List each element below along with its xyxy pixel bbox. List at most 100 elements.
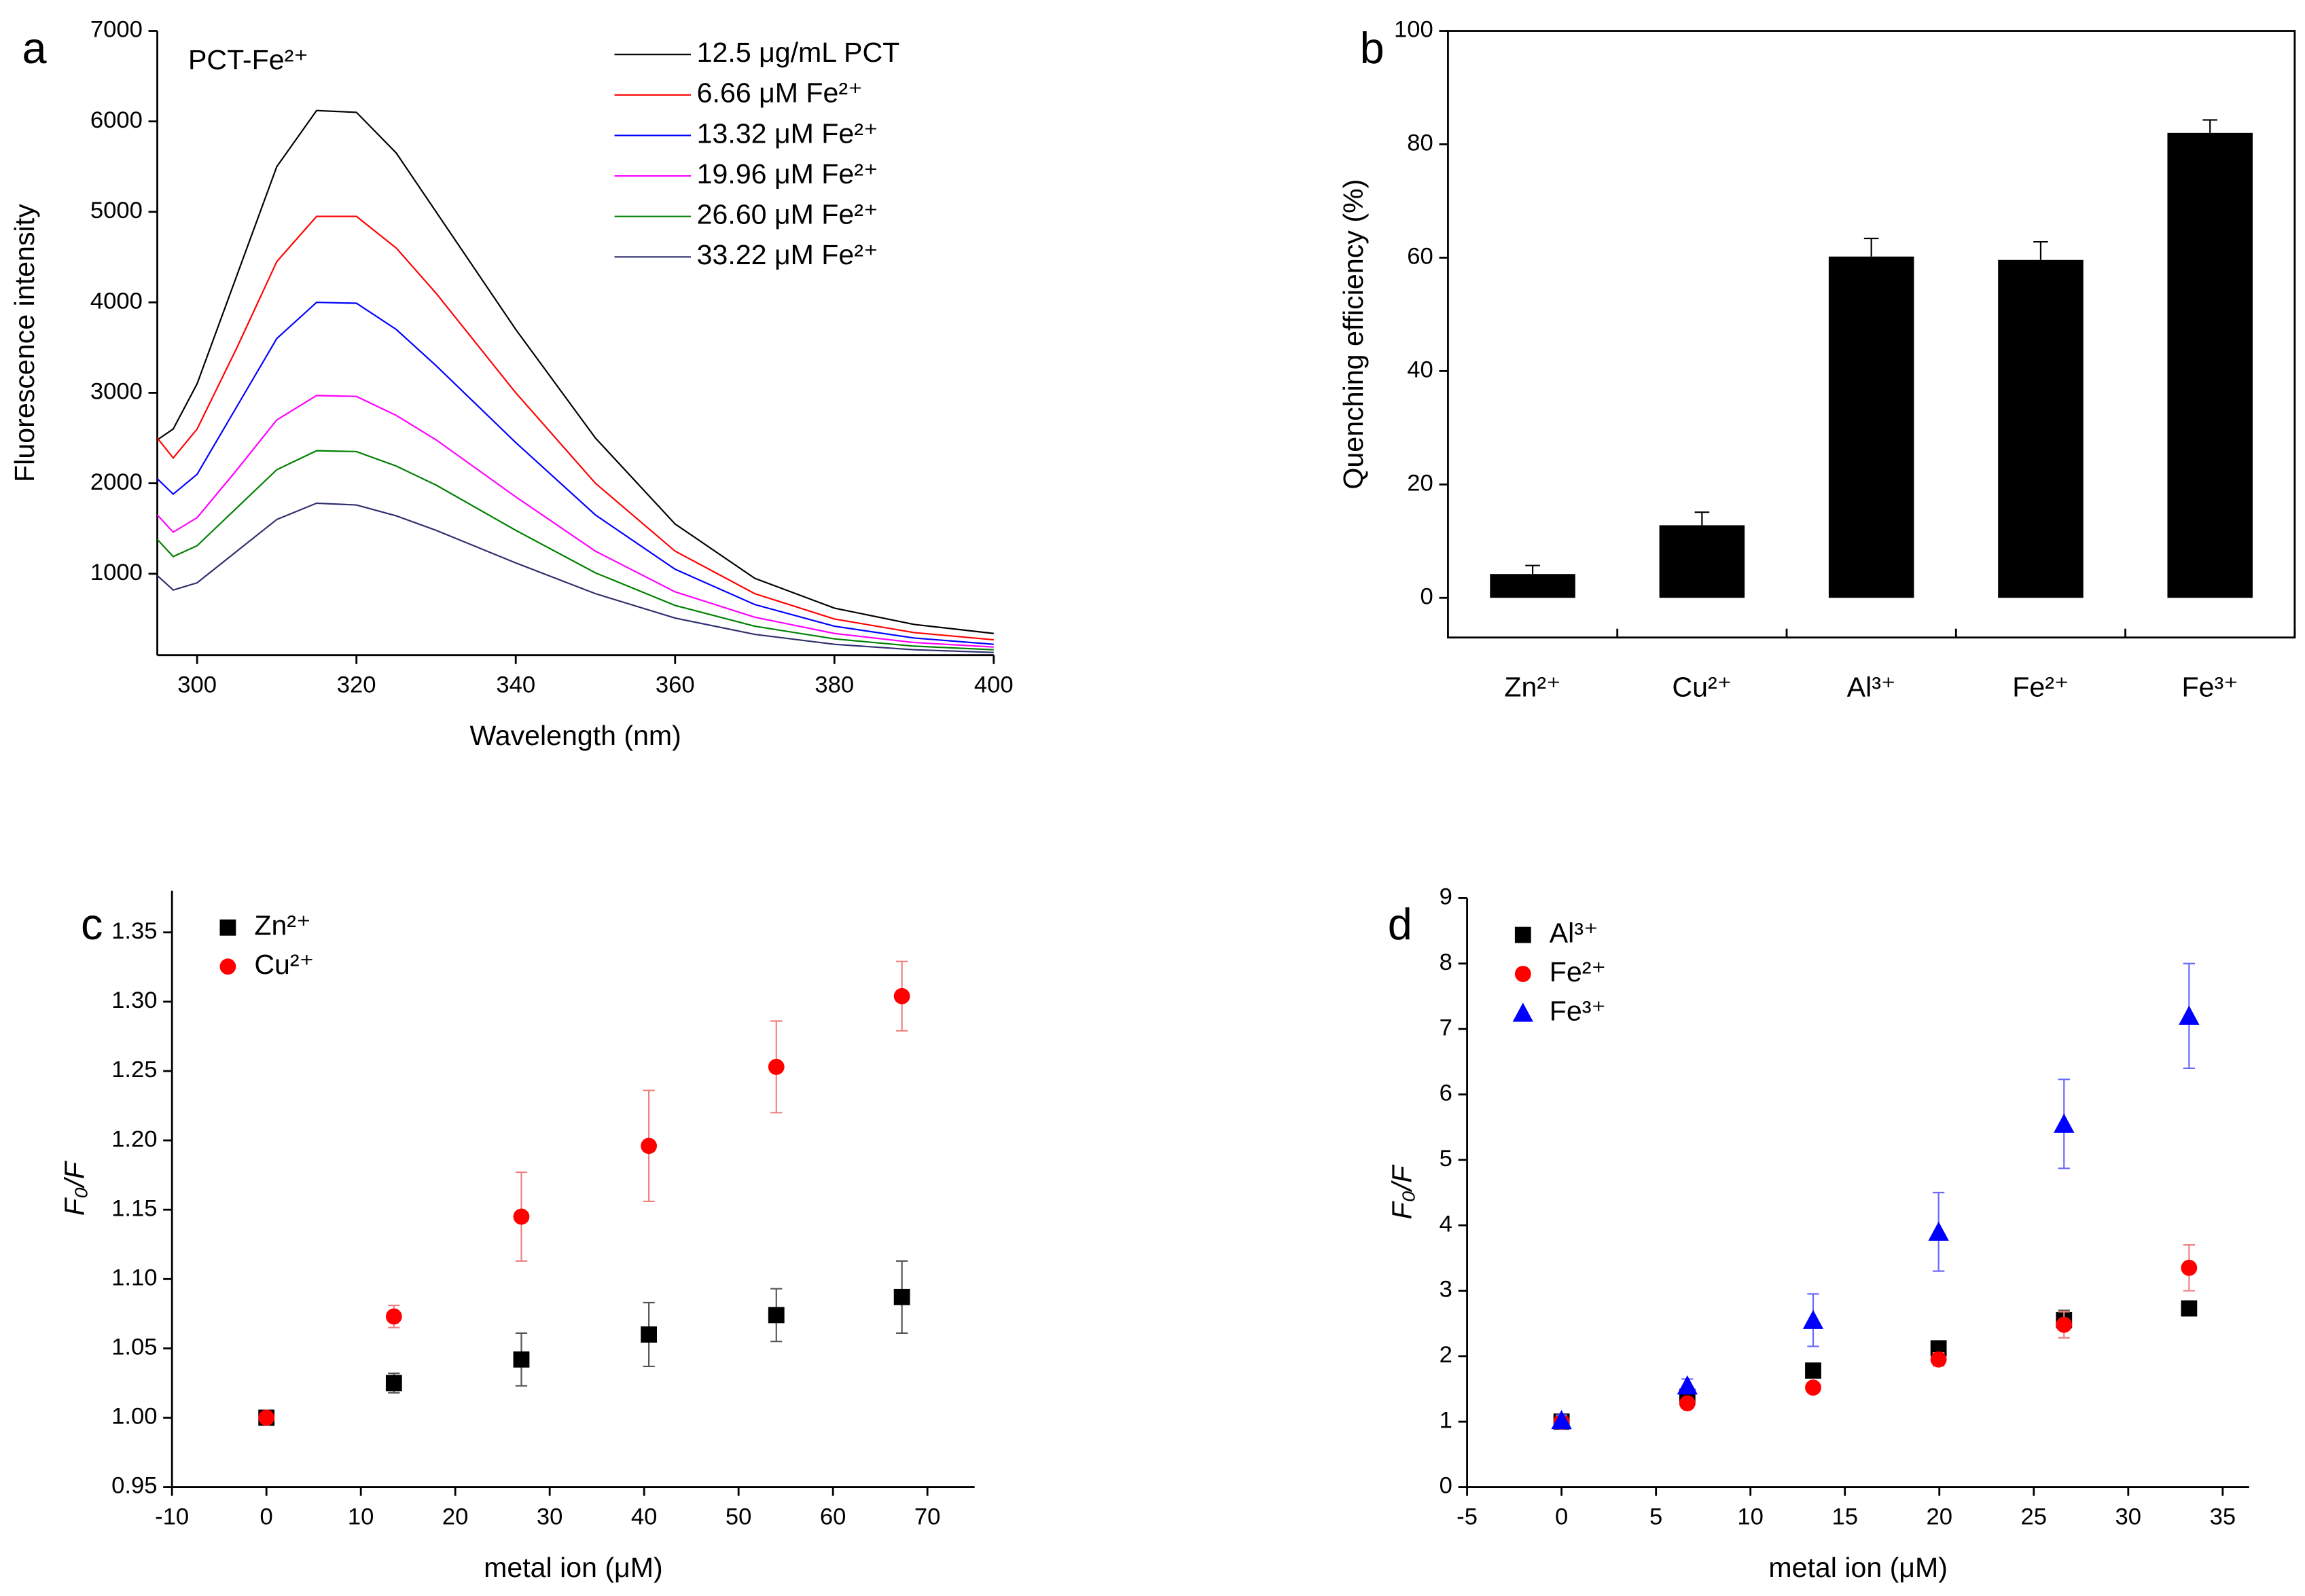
error-bar <box>1694 511 1710 526</box>
bar <box>1490 574 1575 598</box>
x-tick-label: 35 <box>2210 1504 2236 1529</box>
x-tick-label: 360 <box>656 672 695 697</box>
x-tick-label: 25 <box>2021 1504 2047 1529</box>
y-axis-title: Fluorescence intensity <box>9 204 40 482</box>
legend-label: Fe³⁺ <box>1550 995 1606 1026</box>
x-tick-label: 50 <box>726 1504 751 1529</box>
bar <box>2167 132 2253 598</box>
y-tick-label: 6000 <box>90 107 143 133</box>
point <box>2054 1113 2075 1133</box>
legend-label: 12.5 μg/mL PCT <box>697 37 900 68</box>
point <box>1928 1221 1949 1241</box>
point <box>1677 1375 1698 1395</box>
y-tick-label: 1.25 <box>111 1057 157 1083</box>
legend-label: 19.96 μM Fe²⁺ <box>697 158 878 189</box>
y-tick-label: 4 <box>1440 1211 1452 1237</box>
y-tick-label: 1 <box>1440 1407 1452 1433</box>
bar <box>1998 259 2084 598</box>
x-tick-label: 10 <box>1737 1504 1763 1529</box>
y-tick-label: 0 <box>1420 583 1433 609</box>
x-tick-label: 380 <box>815 672 854 697</box>
x-tick-label: 300 <box>177 672 217 697</box>
legend-label: 13.32 μM Fe²⁺ <box>697 117 878 149</box>
y-tick-label: 80 <box>1407 130 1433 156</box>
error-bar <box>2033 240 2048 260</box>
y-axis-title: F₀/F <box>58 1160 90 1216</box>
point <box>641 1326 658 1343</box>
y-tick-label: 0.95 <box>111 1473 157 1499</box>
point <box>1805 1362 1821 1379</box>
x-tick-label: -5 <box>1457 1504 1478 1529</box>
y-tick-label: 20 <box>1407 470 1433 496</box>
point <box>1551 1410 1572 1430</box>
x-tick-label: 0 <box>260 1504 273 1529</box>
y-tick-label: 1.20 <box>111 1126 157 1152</box>
legend-marker <box>219 958 236 975</box>
x-tick-label: 0 <box>1555 1504 1568 1529</box>
legend-marker <box>1512 1002 1533 1022</box>
x-tick-label: Al³⁺ <box>1847 671 1896 702</box>
y-axis-title: Quenching efficiency (%) <box>1338 179 1369 490</box>
point <box>768 1307 785 1324</box>
point <box>385 1375 402 1392</box>
y-axis-title: F₀/F <box>1386 1164 1417 1220</box>
panel-label: a <box>22 23 47 73</box>
y-tick-label: 1.30 <box>111 987 157 1013</box>
x-tick-label: 320 <box>337 672 376 697</box>
x-tick-label: 15 <box>1832 1504 1857 1529</box>
panel-label: d <box>1388 899 1412 949</box>
point <box>2179 1005 2200 1025</box>
legend-marker <box>219 919 236 936</box>
x-tick-label: Fe²⁺ <box>2012 671 2069 702</box>
y-tick-label: 60 <box>1407 244 1433 270</box>
x-tick-label: Fe³⁺ <box>2182 671 2238 702</box>
y-tick-label: 3000 <box>90 379 143 405</box>
point <box>768 1058 785 1075</box>
y-tick-label: 100 <box>1394 17 1433 43</box>
x-tick-label: -10 <box>155 1504 189 1529</box>
point <box>513 1351 530 1368</box>
point <box>258 1409 275 1426</box>
panel-label: c <box>81 899 103 949</box>
point <box>1805 1379 1821 1396</box>
x-axis-title: metal ion (μM) <box>1768 1552 1948 1583</box>
y-tick-label: 1.05 <box>111 1335 157 1360</box>
x-tick-label: 60 <box>820 1504 846 1529</box>
x-tick-label: 20 <box>1926 1504 1952 1529</box>
point <box>641 1138 658 1155</box>
x-axis-title: Wavelength (nm) <box>469 720 681 751</box>
legend-label: Al³⁺ <box>1550 917 1598 948</box>
x-tick-label: 70 <box>914 1504 940 1529</box>
y-tick-label: 40 <box>1407 357 1433 383</box>
point <box>2056 1316 2073 1333</box>
bar <box>1659 525 1745 598</box>
x-tick-label: 20 <box>442 1504 468 1529</box>
y-tick-label: 7000 <box>90 17 143 43</box>
line-series <box>156 502 994 653</box>
error-bar <box>2202 119 2218 133</box>
point <box>513 1208 530 1225</box>
x-tick-label: 30 <box>537 1504 562 1529</box>
error-bar <box>1525 564 1540 575</box>
y-tick-label: 8 <box>1440 949 1452 975</box>
x-tick-label: 10 <box>348 1504 374 1529</box>
x-tick-label: Zn²⁺ <box>1504 671 1560 702</box>
x-tick-label: 340 <box>496 672 535 697</box>
legend-label: 33.22 μM Fe²⁺ <box>697 239 878 270</box>
point <box>1930 1351 1947 1368</box>
annotation: PCT-Fe²⁺ <box>188 44 308 75</box>
line-series <box>156 395 994 648</box>
y-tick-label: 1.00 <box>111 1404 157 1430</box>
point <box>893 987 910 1004</box>
line-series <box>156 109 994 634</box>
legend-label: 26.60 μM Fe²⁺ <box>697 199 878 230</box>
y-tick-label: 0 <box>1440 1473 1452 1499</box>
y-tick-label: 1000 <box>90 560 143 585</box>
point <box>893 1288 910 1305</box>
legend-label: 6.66 μM Fe²⁺ <box>697 77 863 109</box>
y-tick-label: 1.15 <box>111 1195 157 1221</box>
y-tick-label: 1.10 <box>111 1265 157 1290</box>
y-tick-label: 5000 <box>90 198 143 223</box>
